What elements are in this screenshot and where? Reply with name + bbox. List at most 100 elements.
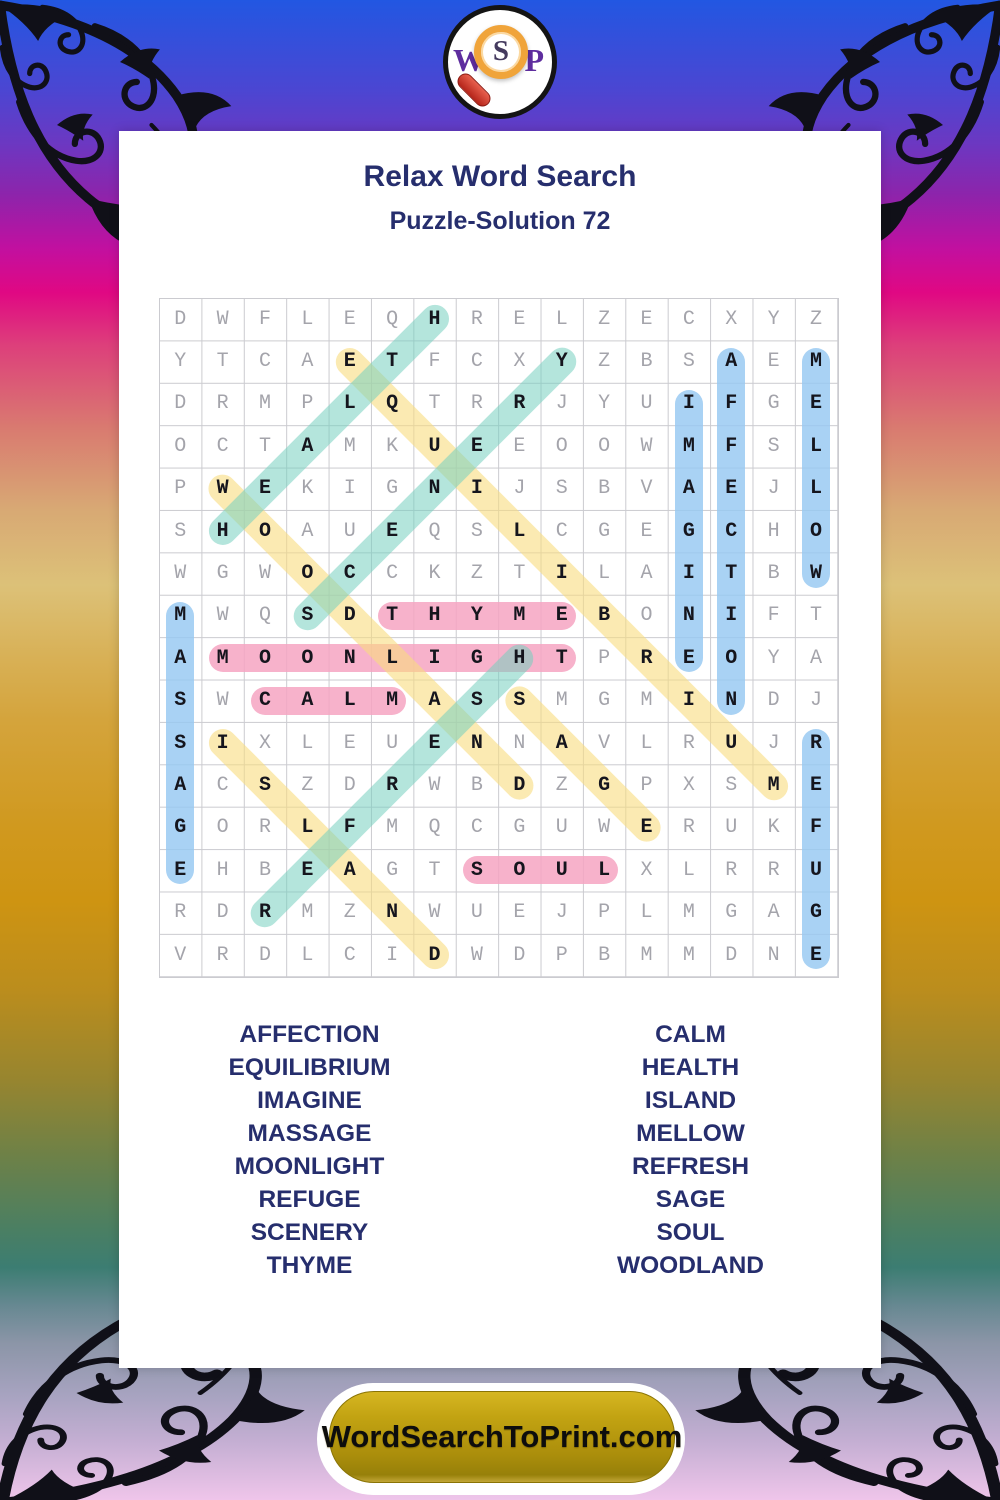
grid-cell: I: [386, 943, 399, 967]
grid-cell: U: [470, 901, 483, 925]
page-subtitle: Puzzle-Solution 72: [389, 207, 611, 235]
grid-cell: I: [428, 646, 441, 670]
grid-cell: R: [174, 901, 187, 925]
grid-cell: U: [555, 858, 568, 882]
solution-highlight-soul: [463, 856, 619, 885]
grid-cell: C: [470, 350, 483, 374]
grid-cell: T: [428, 858, 441, 882]
grid-cell: D: [216, 901, 229, 925]
grid-cell: D: [343, 604, 356, 628]
grid-cell: M: [386, 816, 399, 840]
grid-cell: O: [258, 646, 271, 670]
grid-cell: E: [343, 307, 356, 331]
grid-cell: D: [174, 307, 187, 331]
grid-cell: P: [598, 646, 611, 670]
grid-cell: Z: [598, 350, 611, 374]
grid-cell: C: [470, 816, 483, 840]
grid-cell: R: [682, 816, 695, 840]
footer-button-halo: WordSearchToPrint.com: [317, 1383, 685, 1495]
grid-cell: U: [725, 816, 738, 840]
grid-cell: D: [513, 773, 526, 797]
grid-cell: O: [301, 646, 314, 670]
grid-cell: D: [428, 943, 441, 967]
grid-cell: F: [725, 392, 738, 416]
grid-cell: W: [598, 816, 611, 840]
grid-cell: U: [640, 392, 653, 416]
grid-cell: H: [767, 519, 780, 543]
grid-cell: V: [640, 477, 653, 501]
grid-cell: K: [767, 816, 780, 840]
grid-cell: M: [386, 689, 399, 713]
grid-cell: I: [725, 604, 738, 628]
grid-cell: L: [598, 858, 611, 882]
grid-cell: R: [682, 731, 695, 755]
grid-cell: H: [513, 646, 526, 670]
logo-letter-s: S: [492, 35, 510, 67]
grid-cell: G: [470, 646, 483, 670]
site-link-button[interactable]: WordSearchToPrint.com: [322, 1391, 682, 1483]
grid-cell: S: [725, 773, 738, 797]
grid-cell: C: [386, 562, 399, 586]
grid-cell: H: [216, 858, 229, 882]
grid-cell: S: [513, 689, 526, 713]
grid-cell: G: [725, 901, 738, 925]
grid-cell: O: [810, 519, 823, 543]
grid-cell: E: [174, 858, 187, 882]
grid-cell: W: [428, 901, 441, 925]
word-list-item: IMAGINE: [257, 1087, 362, 1114]
grid-cell: Z: [301, 773, 314, 797]
grid-cell: T: [810, 604, 823, 628]
grid-cell: A: [725, 350, 738, 374]
grid-cell: L: [555, 307, 568, 331]
grid-cell: P: [640, 773, 653, 797]
grid-cell: U: [725, 731, 738, 755]
grid-cell: F: [258, 307, 271, 331]
grid-cell: E: [428, 731, 441, 755]
grid-cell: S: [174, 519, 187, 543]
grid-cell: C: [258, 350, 271, 374]
grid-cell: D: [343, 773, 356, 797]
grid-cell: F: [343, 816, 356, 840]
grid-cell: R: [216, 392, 229, 416]
word-list-item: AFFECTION: [239, 1021, 380, 1048]
grid-cell: P: [301, 392, 314, 416]
grid-cell: E: [810, 392, 823, 416]
word-list-item: SAGE: [655, 1186, 726, 1213]
grid-cell: R: [513, 392, 526, 416]
grid-cell: E: [682, 646, 695, 670]
grid-cell: M: [767, 773, 780, 797]
grid-cell: Q: [386, 307, 399, 331]
grid-cell: G: [386, 858, 399, 882]
grid-cell: M: [258, 392, 271, 416]
grid-cell: M: [640, 943, 653, 967]
grid-cell: R: [258, 901, 271, 925]
grid-cell: S: [682, 350, 695, 374]
grid-cell: A: [301, 519, 314, 543]
grid-cell: U: [343, 519, 356, 543]
grid-cell: M: [682, 434, 695, 458]
grid-cell: G: [174, 816, 187, 840]
grid-cell: R: [258, 816, 271, 840]
grid-cell: R: [725, 858, 738, 882]
grid-cell: N: [343, 646, 356, 670]
grid-cell: J: [767, 477, 780, 501]
grid-cell: C: [343, 562, 356, 586]
grid-cell: N: [386, 901, 399, 925]
grid-cell: G: [216, 562, 229, 586]
grid-cell: Q: [428, 816, 441, 840]
grid-cell: M: [682, 901, 695, 925]
grid-cell: C: [343, 943, 356, 967]
grid-cell: G: [810, 901, 823, 925]
grid-cell: J: [513, 477, 526, 501]
grid-cell: X: [640, 858, 653, 882]
grid-cell: L: [301, 943, 314, 967]
grid-cell: B: [598, 943, 611, 967]
grid-cell: D: [513, 943, 526, 967]
solution-highlight-imagine: [675, 390, 703, 673]
grid-cell: L: [810, 477, 823, 501]
grid-cell: S: [174, 731, 187, 755]
grid-cell: Z: [343, 901, 356, 925]
grid-cell: C: [216, 434, 229, 458]
grid-cell: T: [555, 646, 568, 670]
